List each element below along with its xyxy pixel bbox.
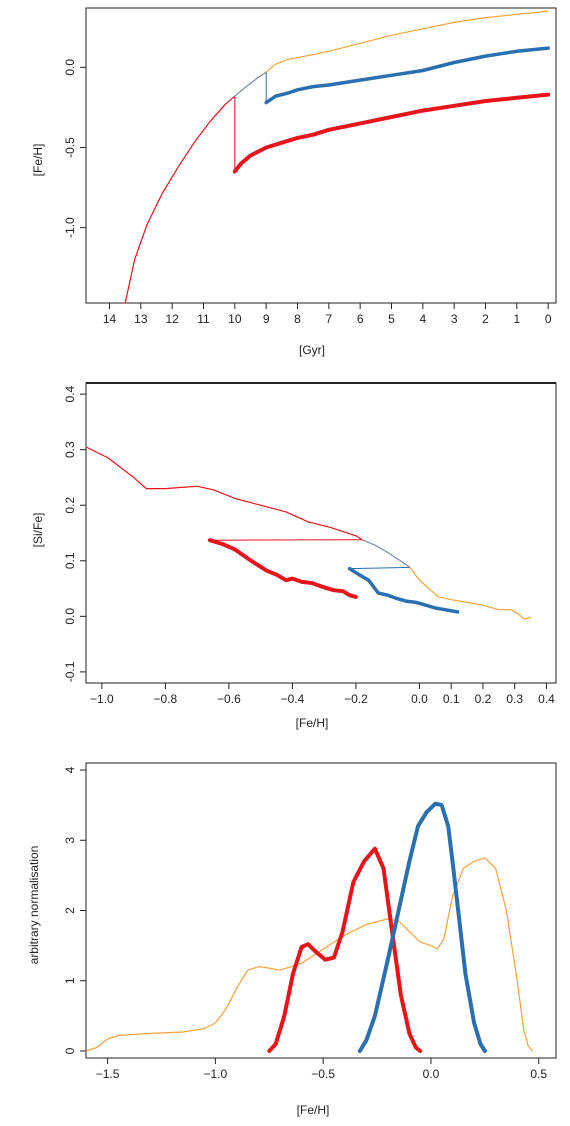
y-axis-label: [Si/Fe] xyxy=(31,513,45,548)
series-line-grey-3 xyxy=(361,539,411,569)
x-tick-label: 0.2 xyxy=(475,692,492,706)
y-tick-label: 4 xyxy=(63,766,77,773)
plot-frame xyxy=(85,762,557,1059)
series-line-blue-5 xyxy=(264,46,550,105)
x-tick-label: −0.8 xyxy=(154,692,178,706)
series-line-red-1 xyxy=(209,539,363,541)
series-line-red-2 xyxy=(207,538,358,599)
x-tick-label: 0.4 xyxy=(538,692,555,706)
panel-si-fe: −1.0 −0.8 −0.6 −0.4 −0.2 0.0 0.1 0.2 0.3 0.4 -0.1 0… xyxy=(31,382,557,730)
plot-area: −1.0 −0.8 −0.6 −0.4 −0.2 0.0 0.1 0.2 0.3 0.4 -0.1 0… xyxy=(63,382,557,706)
series-line-orange-0 xyxy=(85,857,533,1052)
series-line-blue-4 xyxy=(349,566,411,570)
x-tick-label: 0.1 xyxy=(443,692,460,706)
plot-area: −1.5 −1.0 −0.5 0.0 0.5 0 1 2 3 4 xyxy=(63,762,557,1081)
series-line-red-0 xyxy=(85,446,363,541)
x-tick-label: 1 xyxy=(513,312,520,326)
x-tick-label: −1.0 xyxy=(204,1067,228,1081)
y-tick-label: 0 xyxy=(63,1047,77,1054)
y-tick-label: -0.1 xyxy=(63,661,77,682)
x-tick-label: −0.2 xyxy=(344,692,368,706)
y-tick-label: 3 xyxy=(63,837,77,844)
x-tick-label: 0.5 xyxy=(530,1067,547,1081)
y-tick-label: 0.3 xyxy=(63,441,77,458)
x-tick-label: 10 xyxy=(228,312,242,326)
y-tick-label: -1.0 xyxy=(63,217,77,238)
y-tick-label: 2 xyxy=(63,907,77,914)
x-axis-label: [Gyr] xyxy=(299,343,325,357)
x-axis-label: [Fe/H] xyxy=(297,1103,330,1117)
series-line-orange-6 xyxy=(265,10,549,73)
plot-frame xyxy=(85,7,557,304)
series-line-blue-2 xyxy=(357,801,487,1053)
x-tick-label: 0.3 xyxy=(506,692,523,706)
x-tick-label: 0.0 xyxy=(423,1067,440,1081)
x-tick-label: 14 xyxy=(103,312,117,326)
y-axis-label: [Fe/H] xyxy=(31,144,45,177)
x-tick-label: 0.0 xyxy=(411,692,428,706)
y-tick-label: 0.1 xyxy=(63,552,77,569)
y-axis-label: arbitrary normalisation xyxy=(27,846,41,965)
y-tick-label: 0.0 xyxy=(63,59,77,76)
x-tick-label: 13 xyxy=(134,312,148,326)
y-tick-label: 0.4 xyxy=(63,385,77,402)
x-tick-label: 4 xyxy=(419,312,426,326)
x-tick-label: −1.0 xyxy=(90,692,114,706)
x-tick-label: 8 xyxy=(294,312,301,326)
x-tick-label: 9 xyxy=(263,312,270,326)
y-tick-label: 0.0 xyxy=(63,608,77,625)
x-tick-label: −1.5 xyxy=(96,1067,120,1081)
x-tick-label: 12 xyxy=(165,312,179,326)
plot-frame xyxy=(85,382,557,684)
series-line-grey-3 xyxy=(234,71,267,97)
series-line-orange-6 xyxy=(409,566,532,620)
x-tick-label: 3 xyxy=(451,312,458,326)
x-tick-label: 11 xyxy=(197,312,210,326)
x-tick-label: −0.5 xyxy=(311,1067,335,1081)
y-tick-label: 0.2 xyxy=(63,497,77,514)
series-line-red-0 xyxy=(124,95,236,304)
series-line-red-1 xyxy=(267,846,423,1053)
panel-age-metallicity: 14 13 12 11 10 9 8 7 6 5 4 3 2 1 00.0-0.5-1.0 [Gyr] [F… xyxy=(31,7,557,357)
y-tick-label: -0.5 xyxy=(63,137,77,158)
x-tick-label: 2 xyxy=(482,312,489,326)
panel-distribution: −1.5 −1.0 −0.5 0.0 0.5 0 1 2 3 4 [Fe/H] arbitrary… xyxy=(27,762,557,1117)
series-line-blue-5 xyxy=(347,566,460,614)
y-tick-label: 1 xyxy=(63,977,77,984)
x-tick-label: −0.6 xyxy=(217,692,241,706)
x-axis-label: [Fe/H] xyxy=(296,716,329,730)
x-tick-label: 7 xyxy=(325,312,332,326)
x-tick-label: 5 xyxy=(388,312,395,326)
series-line-red-2 xyxy=(232,92,551,174)
x-tick-label: 6 xyxy=(357,312,364,326)
x-tick-label: 0 xyxy=(545,312,552,326)
plot-area: 14 13 12 11 10 9 8 7 6 5 4 3 2 1 00.0-0.5-1.0 xyxy=(63,7,557,326)
x-tick-label: −0.4 xyxy=(281,692,305,706)
